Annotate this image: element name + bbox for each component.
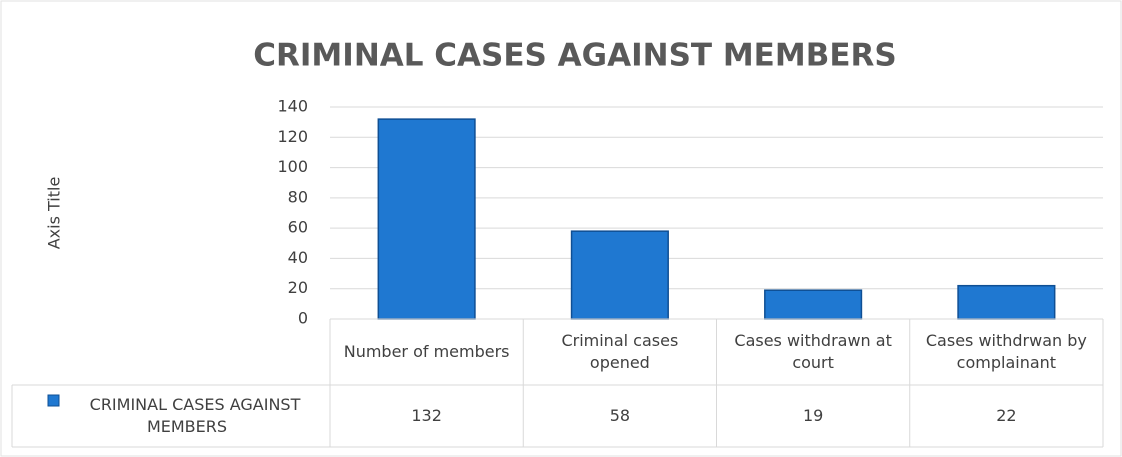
bar — [377, 118, 476, 320]
table-value: 58 — [609, 406, 631, 426]
legend-swatch — [47, 394, 60, 407]
table-value: 132 — [411, 406, 442, 426]
x-tick-label-box: Number of members — [343, 342, 510, 362]
bar — [764, 289, 863, 320]
y-tick-label: 120 — [277, 127, 308, 146]
x-tick-label: Criminal cases opened — [561, 331, 679, 372]
legend-label: CRIMINAL CASES AGAINST MEMBERS — [89, 395, 301, 436]
x-tick-label-box: Criminal cases opened — [561, 331, 679, 372]
x-tick-label-box: Cases withdrwan by complainant — [925, 331, 1087, 372]
table-value-box: 22 — [996, 406, 1017, 426]
y-tick-label: 60 — [288, 218, 308, 237]
y-tick-label: 80 — [288, 187, 308, 206]
table-value: 19 — [802, 406, 824, 426]
bar — [957, 284, 1056, 320]
table-value-box: 132 — [411, 406, 442, 426]
y-tick-label: 40 — [288, 248, 308, 267]
y-tick-label: 100 — [277, 157, 308, 176]
x-tick-label: Cases withdrwan by complainant — [925, 331, 1087, 372]
chart-title: CRIMINAL CASES AGAINST MEMBERS — [253, 38, 896, 74]
table-value-box: 19 — [802, 406, 824, 426]
legend-label-box: CRIMINAL CASES AGAINST MEMBERS — [89, 395, 301, 436]
x-tick-label: Cases withdrawn at court — [734, 331, 892, 372]
y-tick-label: 140 — [277, 97, 308, 116]
y-tick-label: 20 — [288, 278, 308, 297]
table-value-box: 58 — [609, 406, 631, 426]
x-tick-label-box: Cases withdrawn at court — [734, 331, 892, 372]
bar — [570, 230, 669, 320]
y-tick-label: 0 — [298, 309, 308, 328]
table-value: 22 — [996, 406, 1017, 426]
x-tick-label: Number of members — [343, 342, 510, 362]
y-axis-title: Axis Title — [45, 177, 64, 250]
